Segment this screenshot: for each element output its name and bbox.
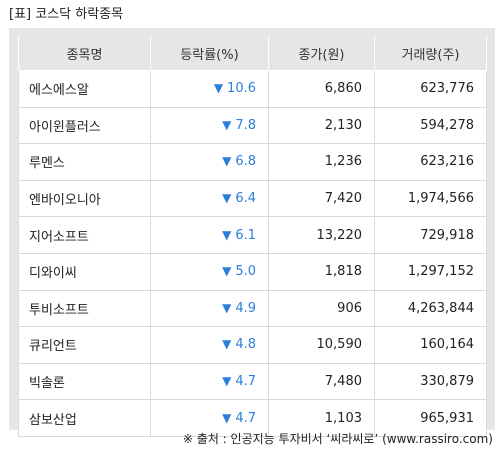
down-triangle-icon: ▼	[213, 81, 224, 96]
stock-name: 삼보산업	[18, 399, 151, 437]
stock-name: 빅솔론	[18, 362, 151, 401]
close-price: 10,590	[268, 326, 375, 364]
stock-name: 엔바이오니아	[18, 179, 151, 218]
stock-name: 루멘스	[18, 143, 151, 181]
header-price: 종가(원)	[268, 36, 375, 71]
table-frame: 종목명 등락률(%) 종가(원) 거래량(주) 에스에스알 ▼ 10.6 6,860 6…	[9, 28, 495, 437]
trade-volume: 594,278	[374, 106, 487, 145]
down-triangle-icon: ▼	[222, 191, 232, 206]
trade-volume: 729,918	[374, 216, 487, 254]
change-rate-value: 10.6	[227, 81, 256, 97]
change-rate-value: 6.4	[235, 191, 256, 207]
change-rate: ▼ 6.8	[150, 143, 269, 181]
change-rate: ▼ 5.0	[150, 252, 269, 291]
down-triangle-icon: ▼	[222, 264, 232, 279]
stock-table: 종목명 등락률(%) 종가(원) 거래량(주) 에스에스알 ▼ 10.6 6,860 6…	[18, 36, 487, 437]
table-row: 아이윈플러스 ▼ 7.8 2,130 594,278	[18, 106, 487, 145]
change-rate: ▼ 4.7	[150, 399, 269, 437]
down-triangle-icon: ▼	[222, 154, 232, 169]
close-price: 1,818	[268, 252, 375, 291]
header-row: 종목명 등락률(%) 종가(원) 거래량(주)	[18, 36, 487, 71]
close-price: 906	[268, 289, 375, 328]
close-price: 7,420	[268, 179, 375, 218]
change-rate-value: 4.7	[235, 410, 256, 426]
trade-volume: 1,297,152	[374, 252, 487, 291]
change-rate: ▼ 6.1	[150, 216, 269, 254]
change-rate-value: 5.0	[235, 264, 256, 280]
trade-volume: 623,216	[374, 143, 487, 181]
table-title: [표] 코스닥 하락종목	[9, 7, 124, 22]
change-rate: ▼ 4.9	[150, 289, 269, 328]
close-price: 1,236	[268, 143, 375, 181]
change-rate-value: 6.1	[235, 227, 256, 243]
change-rate-value: 4.8	[235, 337, 256, 353]
table-row: 투비소프트 ▼ 4.9 906 4,263,844	[18, 289, 487, 328]
change-rate: ▼ 7.8	[150, 106, 269, 145]
change-rate-value: 7.8	[235, 117, 256, 133]
table-row: 빅솔론 ▼ 4.7 7,480 330,879	[18, 362, 487, 401]
change-rate: ▼ 6.4	[150, 179, 269, 218]
stock-name: 지어소프트	[18, 216, 151, 254]
header-rate: 등락률(%)	[150, 36, 269, 71]
table-row: 엔바이오니아 ▼ 6.4 7,420 1,974,566	[18, 179, 487, 218]
close-price: 7,480	[268, 362, 375, 401]
table-row: 삼보산업 ▼ 4.7 1,103 965,931	[18, 399, 487, 437]
stock-name: 큐리언트	[18, 326, 151, 364]
stock-name: 에스에스알	[18, 70, 151, 108]
change-rate-value: 4.7	[235, 374, 256, 390]
change-rate-value: 6.8	[235, 154, 256, 170]
table-row: 지어소프트 ▼ 6.1 13,220 729,918	[18, 216, 487, 254]
close-price: 2,130	[268, 106, 375, 145]
table-row: 디와이씨 ▼ 5.0 1,818 1,297,152	[18, 252, 487, 291]
trade-volume: 160,164	[374, 326, 487, 364]
trade-volume: 1,974,566	[374, 179, 487, 218]
change-rate-value: 4.9	[235, 300, 256, 316]
close-price: 6,860	[268, 70, 375, 108]
trade-volume: 965,931	[374, 399, 487, 437]
table-row: 에스에스알 ▼ 10.6 6,860 623,776	[18, 70, 487, 108]
header-name: 종목명	[18, 36, 151, 71]
close-price: 13,220	[268, 216, 375, 254]
down-triangle-icon: ▼	[222, 117, 232, 132]
stock-name: 아이윈플러스	[18, 106, 151, 145]
close-price: 1,103	[268, 399, 375, 437]
down-triangle-icon: ▼	[222, 374, 232, 389]
trade-volume: 330,879	[374, 362, 487, 401]
down-triangle-icon: ▼	[222, 300, 232, 315]
change-rate: ▼ 10.6	[150, 70, 269, 108]
stock-name: 디와이씨	[18, 252, 151, 291]
down-triangle-icon: ▼	[222, 337, 232, 352]
source-note: ※ 출처 : 인공지능 투자비서 ‘씨라씨로’ (www.rassiro.com…	[182, 432, 493, 446]
trade-volume: 4,263,844	[374, 289, 487, 328]
change-rate: ▼ 4.7	[150, 362, 269, 401]
table-row: 루멘스 ▼ 6.8 1,236 623,216	[18, 143, 487, 181]
down-triangle-icon: ▼	[222, 410, 232, 425]
table-row: 큐리언트 ▼ 4.8 10,590 160,164	[18, 326, 487, 364]
stock-name: 투비소프트	[18, 289, 151, 328]
down-triangle-icon: ▼	[222, 227, 232, 242]
trade-volume: 623,776	[374, 70, 487, 108]
change-rate: ▼ 4.8	[150, 326, 269, 364]
header-volume: 거래량(주)	[374, 36, 487, 71]
